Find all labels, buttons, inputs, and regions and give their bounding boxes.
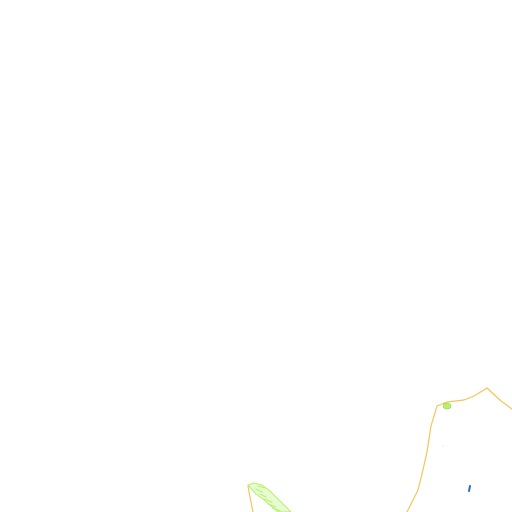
- vegetation-hatching-southwest: [255, 485, 281, 512]
- boundary-line-east: [406, 387, 512, 512]
- boundary-line-southwest: [247, 485, 254, 512]
- water-feature-east: [468, 485, 471, 492]
- vegetation-area-southwest: [247, 482, 292, 512]
- map-speck-east: [442, 445, 444, 447]
- vegetation-patch-east: [442, 402, 452, 410]
